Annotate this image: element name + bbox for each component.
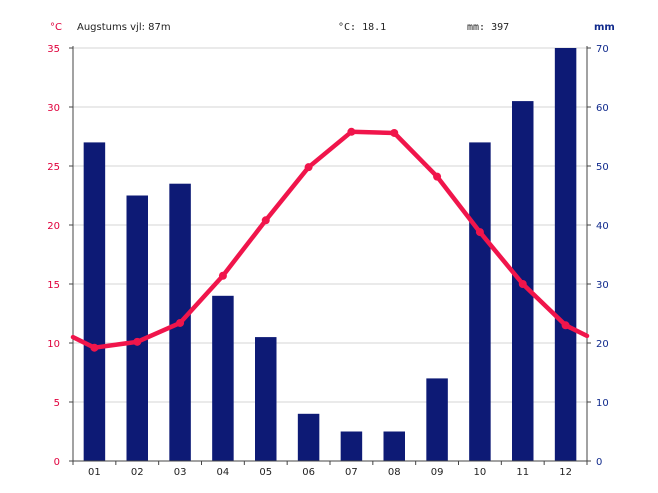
- precipitation-bar-06: [297, 413, 320, 461]
- x-tick-label-01: 01: [88, 467, 101, 478]
- right-tick-label: 70: [596, 44, 609, 55]
- x-tick-label-04: 04: [217, 467, 230, 478]
- precipitation-bar-10: [469, 142, 491, 461]
- temperature-point-02: [133, 337, 142, 346]
- left-tick-label: 15: [47, 280, 60, 291]
- precipitation-bar-12: [554, 48, 577, 461]
- precipitation-bar-09: [426, 378, 448, 461]
- x-tick-label-03: 03: [174, 467, 187, 478]
- x-tick-label-12: 12: [559, 467, 572, 478]
- precipitation-bar-02: [126, 195, 148, 461]
- right-tick-label: 60: [596, 103, 609, 114]
- x-tick-label-05: 05: [259, 467, 272, 478]
- temperature-point-12: [561, 321, 570, 330]
- temperature-point-01: [90, 343, 99, 352]
- average-temperature-label: °C: 18.1: [338, 22, 387, 33]
- left-tick-label: 0: [54, 457, 60, 468]
- right-tick-label: 20: [596, 339, 609, 350]
- altitude-label: Augstums vjl: 87m: [77, 22, 171, 33]
- right-tick-label: 10: [596, 398, 609, 409]
- x-tick-label-10: 10: [474, 467, 487, 478]
- x-tick-label-06: 06: [302, 467, 315, 478]
- temperature-point-07: [347, 127, 356, 136]
- temperature-point-03: [176, 318, 185, 327]
- left-tick-label: 25: [47, 162, 60, 173]
- x-tick-label-08: 08: [388, 467, 401, 478]
- left-tick-label: 20: [47, 221, 60, 232]
- left-tick-label: 35: [47, 44, 60, 55]
- left-tick-label: 10: [47, 339, 60, 350]
- precipitation-bar-01: [83, 142, 106, 461]
- left-tick-label: 5: [54, 398, 60, 409]
- left-axis-unit-label: °C: [50, 22, 62, 33]
- right-tick-label: 30: [596, 280, 609, 291]
- x-tick-label-02: 02: [131, 467, 144, 478]
- right-tick-label: 40: [596, 221, 609, 232]
- precipitation-bar-04: [212, 295, 234, 461]
- temperature-point-10: [475, 228, 484, 237]
- x-tick-label-07: 07: [345, 467, 358, 478]
- temperature-point-05: [261, 216, 270, 225]
- temperature-point-09: [433, 172, 442, 181]
- right-tick-label: 50: [596, 162, 609, 173]
- temperature-point-11: [518, 280, 527, 288]
- temperature-point-08: [390, 128, 399, 137]
- precipitation-bar-08: [383, 431, 405, 461]
- total-precipitation-label: mm: 397: [467, 22, 510, 33]
- precipitation-bar-07: [340, 431, 363, 461]
- x-tick-label-09: 09: [431, 467, 444, 478]
- temperature-line: [70, 129, 590, 350]
- precipitation-bar-05: [255, 337, 277, 461]
- temperature-point-04: [218, 271, 227, 280]
- x-tick-label-11: 11: [516, 467, 529, 478]
- right-axis-unit-label: mm: [594, 22, 615, 33]
- temperature-point-06: [304, 163, 313, 172]
- left-tick-label: 30: [47, 103, 60, 114]
- right-tick-label: 0: [596, 457, 602, 468]
